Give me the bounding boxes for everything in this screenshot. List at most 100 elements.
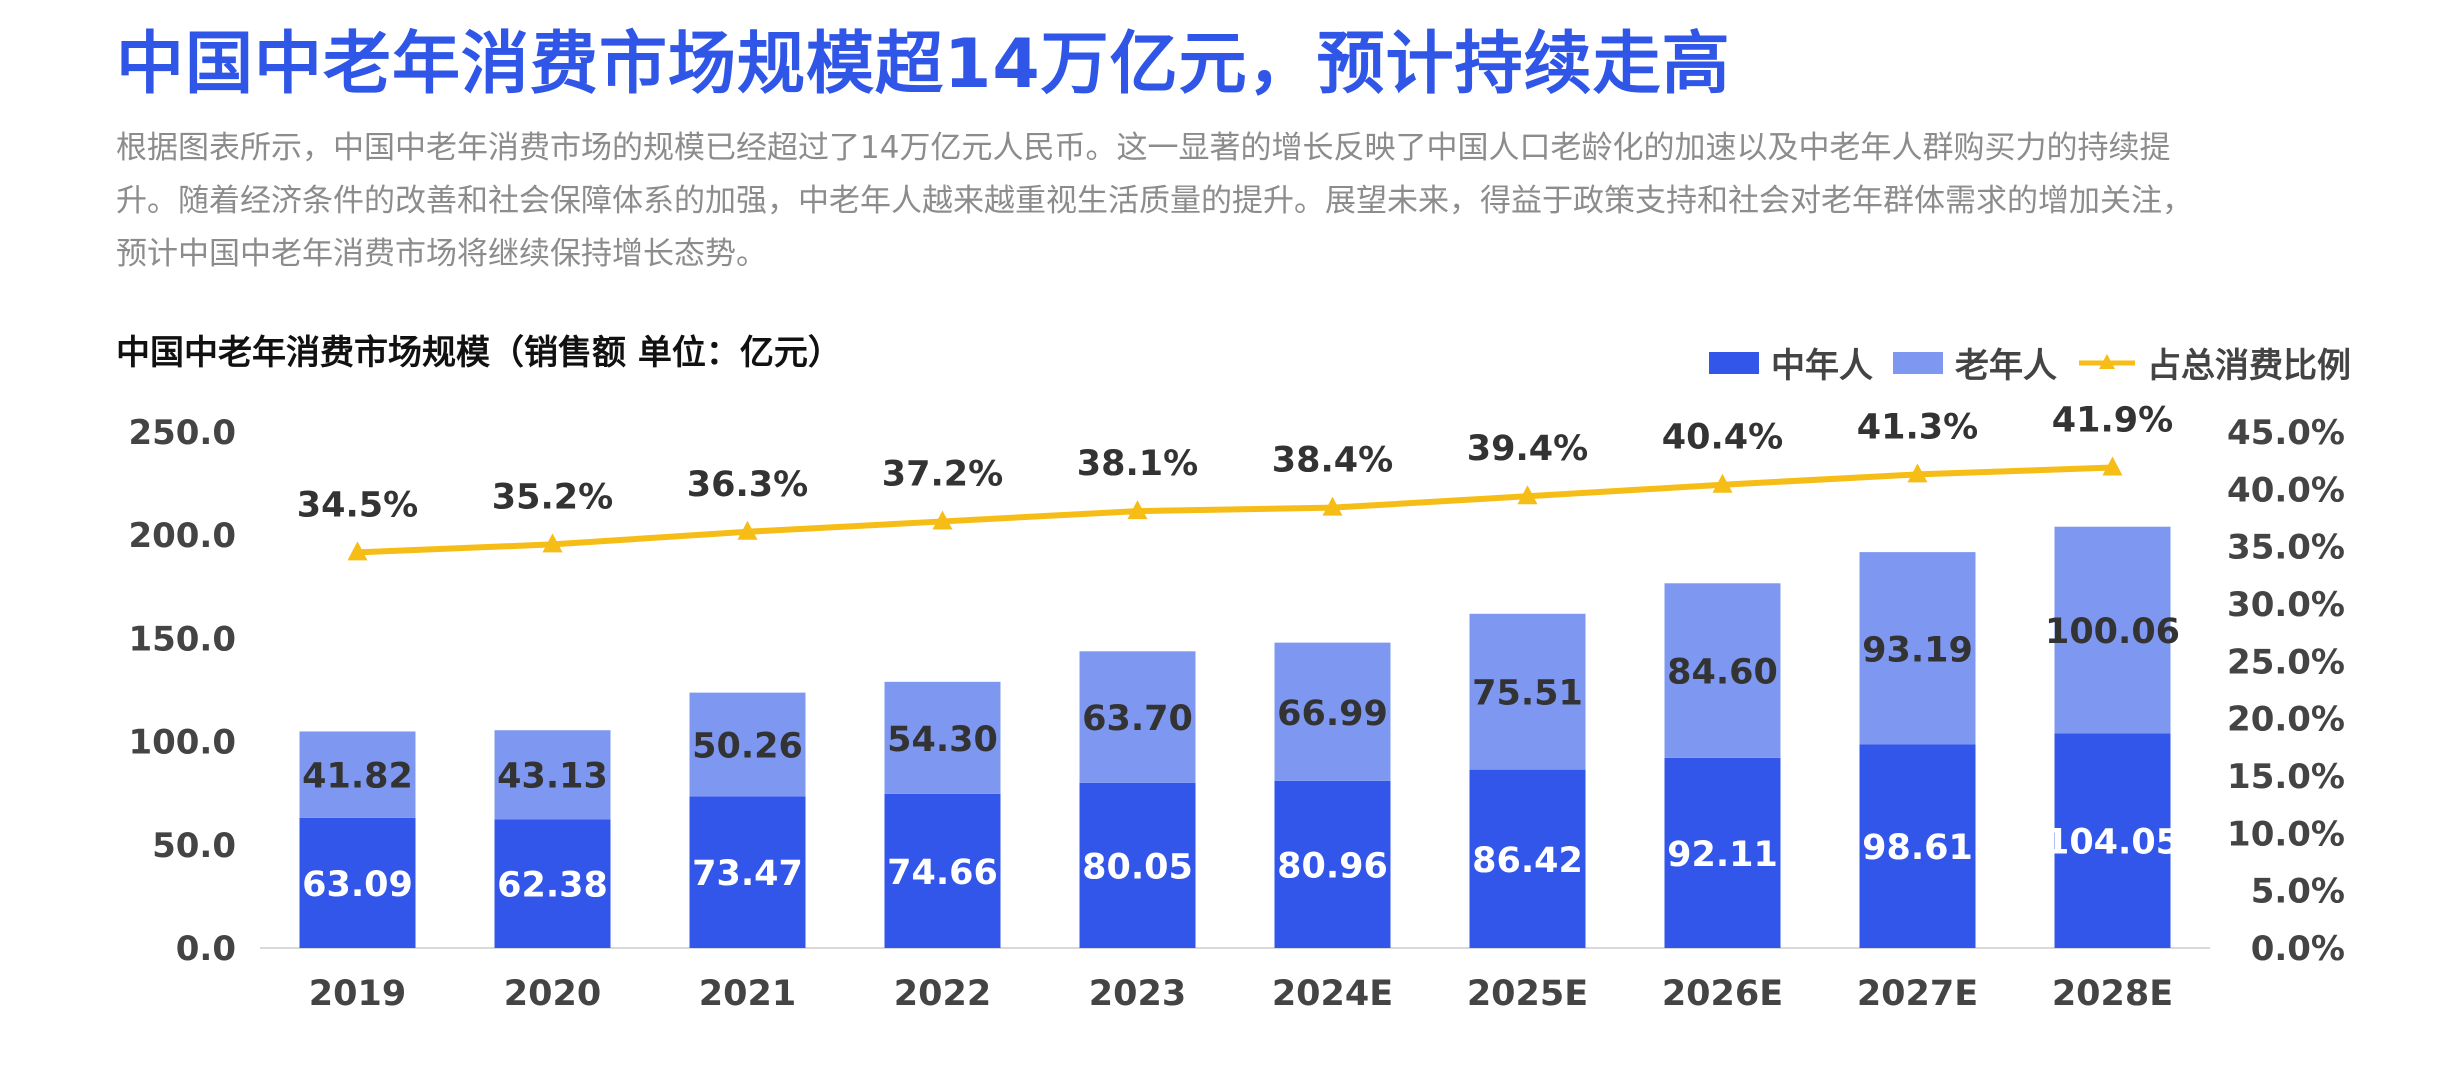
legend-label: 老年人 [1955, 346, 2057, 386]
right-y-tick-label: 20.0% [2227, 700, 2345, 740]
x-tick-label: 2024E [1272, 974, 1393, 1014]
left-y-tick-label: 200.0 [128, 516, 236, 556]
share-line-group: 34.5% 35.2% 36.3% 37.2% 38.1% 38.4% 39.4% 40.4%… [297, 401, 2173, 561]
legend-swatch-middle-aged [1709, 351, 1759, 374]
bar-label-middle-aged: 98.61 [1862, 828, 1973, 868]
description-line: 升。随着经济条件的改善和社会保障体系的加强，中老年人越来越重视生活质量的提升。展… [116, 183, 2193, 219]
bar-label-middle-aged: 63.09 [302, 865, 413, 905]
bar-middle-aged [299, 817, 416, 948]
bar-label-elderly: 43.13 [497, 757, 608, 797]
bar-label-middle-aged: 80.96 [1277, 846, 1388, 886]
description-paragraph: 根据图表所示，中国中老年消费市场的规模已经超过了14万亿元人民币。这一显著的增长… [116, 122, 2356, 281]
x-tick-label: 2022 [894, 974, 991, 1014]
bar-label-elderly: 100.06 [2045, 612, 2180, 652]
bar-elderly [1664, 583, 1781, 758]
share-data-label: 38.4% [1272, 441, 1393, 481]
right-y-tick-label: 45.0% [2227, 413, 2345, 453]
bar-label-middle-aged: 92.11 [1667, 835, 1778, 875]
x-tick-label: 2028E [2052, 974, 2173, 1014]
legend-label: 占总消费比例 [2147, 346, 2351, 386]
share-point-marker [542, 533, 563, 553]
legend-swatch-elderly [1893, 351, 1943, 374]
share-line [357, 464, 2113, 556]
share-point-marker [1907, 463, 1928, 483]
share-point-marker [1127, 500, 1148, 520]
right-y-axis: 0.0% 5.0% 10.0% 15.0% 20.0% 25.0% 30.0% 35.0% 40… [2227, 413, 2345, 969]
left-y-tick-label: 150.0 [128, 619, 236, 659]
legend-item-middle-aged: 中年人 [1709, 338, 1873, 387]
right-y-tick-label: 25.0% [2227, 642, 2345, 682]
share-data-label: 41.3% [1857, 407, 1978, 447]
bar-middle-aged [1079, 782, 1196, 948]
bar-middle-aged [2054, 733, 2171, 948]
bar-label-elderly: 50.26 [692, 726, 803, 766]
bar-middle-aged [884, 793, 1001, 948]
bar-label-middle-aged: 62.38 [497, 866, 608, 906]
x-tick-label: 2021 [699, 974, 796, 1014]
x-axis: 2019 2020 2021 2022 2023 2024E 2025E 2026E 2027E… [309, 974, 2173, 1014]
share-point-marker [932, 510, 953, 530]
bar-elderly [299, 731, 416, 818]
bar-label-elderly: 66.99 [1277, 694, 1388, 734]
bar-label-elderly: 75.51 [1472, 674, 1583, 714]
legend-item-share: 占总消费比例 [2077, 338, 2351, 387]
share-point-marker [347, 541, 368, 561]
bar-label-elderly: 63.70 [1082, 699, 1193, 739]
bar-middle-aged [689, 796, 806, 948]
legend-item-elderly: 老年人 [1893, 338, 2057, 387]
bar-label-elderly: 54.30 [887, 720, 998, 760]
left-y-tick-label: 250.0 [128, 413, 236, 453]
bar-label-middle-aged: 74.66 [887, 853, 998, 893]
bar-middle-aged [1859, 744, 1976, 948]
share-data-label: 35.2% [492, 477, 613, 517]
bar-elderly [1469, 613, 1586, 770]
right-y-tick-label: 15.0% [2227, 757, 2345, 797]
bar-label-elderly: 93.19 [1862, 630, 1973, 670]
bar-middle-aged [494, 819, 611, 948]
left-y-tick-label: 0.0 [176, 929, 236, 969]
bar-elderly [884, 681, 1001, 794]
x-tick-label: 2025E [1467, 974, 1588, 1014]
bar-series-group: 63.09 41.82 62.38 43.13 73.47 50.26 74.66 54.30… [299, 526, 2180, 948]
page-headline: 中国中老年消费市场规模超14万亿元，预计持续走高 [116, 25, 1731, 104]
chart-title: 中国中老年消费市场规模（销售额 单位：亿元） [116, 333, 842, 373]
x-tick-label: 2023 [1089, 974, 1186, 1014]
left-y-axis: 0.0 50.0 100.0 150.0 200.0 250.0 [128, 413, 236, 969]
left-y-tick-label: 100.0 [128, 723, 236, 763]
x-tick-label: 2026E [1662, 974, 1783, 1014]
bar-middle-aged [1469, 769, 1586, 948]
bar-elderly [1079, 651, 1196, 783]
bar-label-elderly: 84.60 [1667, 653, 1778, 693]
description-line: 根据图表所示，中国中老年消费市场的规模已经超过了14万亿元人民币。这一显著的增长… [116, 130, 2171, 166]
share-data-label: 41.9% [2052, 401, 2173, 441]
chart-legend: 中年人 老年人 占总消费比例 [1689, 338, 2351, 387]
bar-label-elderly: 41.82 [302, 757, 413, 797]
share-data-label: 37.2% [882, 454, 1003, 494]
bar-label-middle-aged: 104.05 [2045, 823, 2180, 863]
bar-elderly [689, 692, 806, 797]
share-data-label: 38.1% [1077, 444, 1198, 484]
right-y-tick-label: 10.0% [2227, 814, 2345, 854]
share-point-marker [737, 520, 758, 540]
right-y-tick-label: 30.0% [2227, 585, 2345, 625]
right-y-tick-label: 40.0% [2227, 470, 2345, 510]
bar-elderly [1274, 642, 1391, 781]
bar-label-middle-aged: 73.47 [692, 854, 803, 894]
share-point-marker [1517, 485, 1538, 505]
share-point-marker [2102, 456, 2123, 476]
legend-line-marker-icon [2079, 353, 2135, 369]
x-tick-label: 2019 [309, 974, 406, 1014]
bar-label-middle-aged: 86.42 [1472, 841, 1583, 881]
description-line: 预计中国中老年消费市场将继续保持增长态势。 [116, 236, 767, 272]
right-y-tick-label: 0.0% [2251, 929, 2345, 969]
bar-elderly [1859, 552, 1976, 745]
bar-elderly [2054, 526, 2171, 734]
share-data-label: 34.5% [297, 485, 418, 525]
right-y-tick-label: 35.0% [2227, 528, 2345, 568]
right-y-tick-label: 5.0% [2251, 872, 2345, 912]
share-point-marker [1322, 496, 1343, 516]
legend-label: 中年人 [1771, 346, 1873, 386]
share-data-label: 40.4% [1662, 418, 1783, 458]
bar-elderly [494, 730, 611, 820]
